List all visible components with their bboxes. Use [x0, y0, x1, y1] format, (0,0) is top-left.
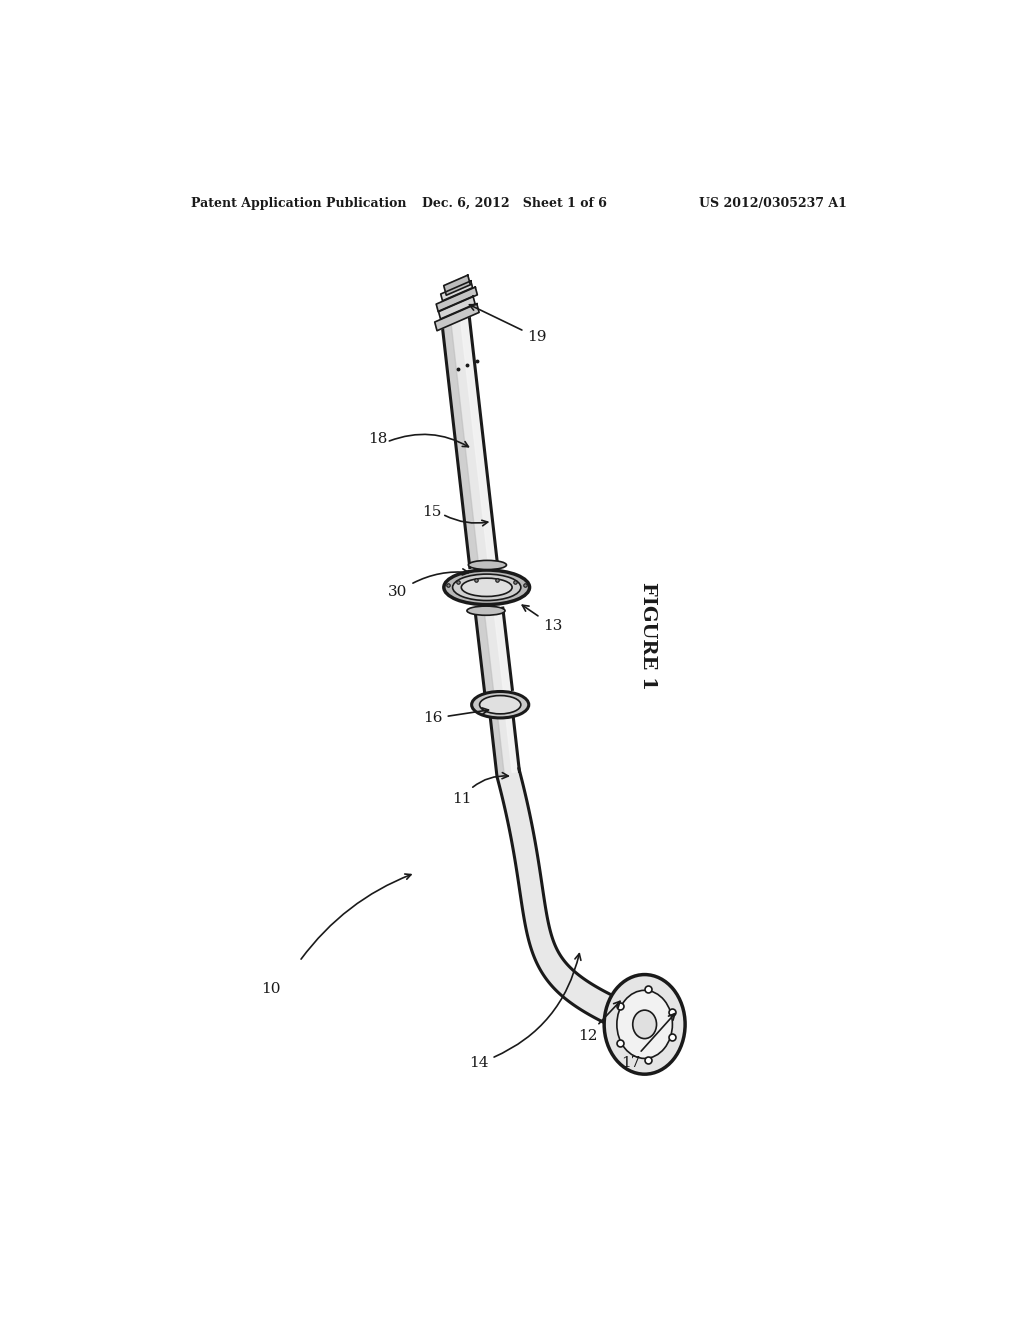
- Polygon shape: [436, 288, 477, 312]
- Polygon shape: [475, 611, 494, 694]
- Ellipse shape: [468, 561, 507, 569]
- Polygon shape: [490, 718, 504, 775]
- Text: 30: 30: [388, 569, 469, 599]
- Ellipse shape: [461, 578, 512, 597]
- Polygon shape: [506, 715, 519, 772]
- Text: Patent Application Publication: Patent Application Publication: [191, 197, 407, 210]
- Polygon shape: [442, 318, 498, 568]
- Polygon shape: [443, 275, 470, 296]
- Text: 14: 14: [469, 953, 581, 1071]
- Ellipse shape: [453, 574, 521, 601]
- Polygon shape: [498, 768, 646, 1039]
- Text: Dec. 6, 2012   Sheet 1 of 6: Dec. 6, 2012 Sheet 1 of 6: [422, 197, 606, 210]
- Ellipse shape: [472, 692, 528, 718]
- Polygon shape: [494, 609, 512, 692]
- Polygon shape: [490, 715, 519, 775]
- Text: 17: 17: [621, 1014, 675, 1071]
- Polygon shape: [438, 296, 475, 319]
- Text: 11: 11: [452, 772, 508, 805]
- Text: 12: 12: [578, 1002, 620, 1043]
- Text: 13: 13: [522, 605, 562, 634]
- Polygon shape: [440, 281, 472, 301]
- Ellipse shape: [633, 1010, 656, 1039]
- Ellipse shape: [616, 990, 673, 1059]
- Text: US 2012/0305237 A1: US 2012/0305237 A1: [699, 197, 847, 210]
- Text: 16: 16: [423, 708, 488, 726]
- Ellipse shape: [479, 696, 521, 714]
- Polygon shape: [461, 318, 498, 564]
- Ellipse shape: [467, 606, 505, 615]
- Text: 18: 18: [368, 432, 387, 446]
- Text: 19: 19: [469, 305, 547, 345]
- Polygon shape: [475, 609, 512, 694]
- Text: 15: 15: [423, 506, 441, 519]
- Ellipse shape: [443, 570, 529, 605]
- Polygon shape: [435, 304, 479, 331]
- Text: 10: 10: [261, 982, 281, 995]
- Text: FIGURE 1: FIGURE 1: [639, 582, 656, 690]
- Polygon shape: [442, 322, 479, 568]
- Ellipse shape: [604, 974, 685, 1074]
